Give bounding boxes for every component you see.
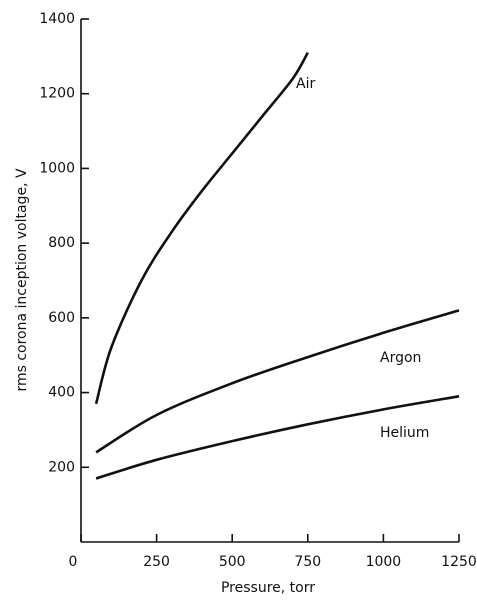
y-tick-label: 1000 xyxy=(39,160,75,176)
series-label: Air xyxy=(296,76,315,92)
x-axis-label: Pressure, torr xyxy=(221,580,315,596)
curve xyxy=(94,51,309,405)
y-tick-label: 1200 xyxy=(39,86,75,102)
y-tick-label: 600 xyxy=(48,310,75,326)
x-tick-label: 750 xyxy=(294,554,321,570)
y-tick-label: 1400 xyxy=(39,11,75,27)
x-tick-label: 250 xyxy=(143,554,170,570)
y-axis-label: rms corona inception voltage, V xyxy=(14,168,30,392)
y-tick-label: 800 xyxy=(48,235,75,251)
x-tick-label: 0 xyxy=(69,554,78,570)
y-tick-label: 400 xyxy=(48,385,75,401)
curve xyxy=(95,309,460,454)
curve xyxy=(95,395,460,480)
series-label: Helium xyxy=(380,425,429,441)
x-tick-label: 1250 xyxy=(441,554,477,570)
y-tick-label: 200 xyxy=(48,459,75,475)
x-tick-label: 1000 xyxy=(366,554,402,570)
x-tick-label: 500 xyxy=(219,554,246,570)
series-label: Argon xyxy=(380,350,421,366)
